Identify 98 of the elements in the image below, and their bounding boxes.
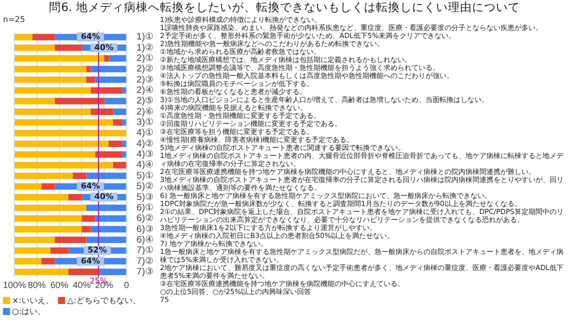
- bar: [90, 226, 126, 232]
- bar: [14, 66, 86, 72]
- data-label: 52%: [88, 246, 107, 255]
- data-label: 40%: [94, 192, 114, 202]
- bar: [14, 76, 86, 83]
- legend-label: ×:いいえ、: [11, 295, 54, 306]
- legend-label: △:どちらでもない、: [66, 295, 140, 306]
- bar: [14, 34, 32, 40]
- bar: [95, 151, 122, 158]
- bar: [14, 194, 68, 200]
- bar: [50, 247, 68, 254]
- y-tick-label: 6)③: [136, 224, 154, 235]
- bar: [14, 183, 42, 190]
- bar: [95, 76, 126, 83]
- bar: [108, 55, 126, 62]
- x-tick-label: 0: [124, 280, 130, 290]
- y-tick-label: 2)⑤: [136, 96, 154, 107]
- bar: [86, 236, 126, 244]
- bar: [72, 172, 86, 179]
- y-tick-label: 5)②: [136, 181, 154, 192]
- bar: [14, 226, 82, 232]
- bar: [54, 44, 82, 51]
- bar: [68, 268, 100, 276]
- bar: [14, 268, 68, 276]
- bar: [86, 76, 96, 83]
- bar: [68, 194, 82, 200]
- y-tick-label: 5)①: [136, 170, 154, 182]
- bar: [95, 215, 126, 222]
- data-label: 64%: [80, 182, 100, 191]
- y-tick-label: 4)①: [136, 128, 154, 139]
- y-tick-label: 7)②: [136, 256, 154, 267]
- data-label: 64%: [80, 256, 100, 266]
- bar: [113, 108, 126, 115]
- y-tick-label: 3)①: [136, 117, 154, 128]
- bar: [14, 44, 55, 51]
- bar: [122, 119, 126, 126]
- x-tick-label: 80%: [28, 280, 46, 290]
- y-tick-label: 6)①: [136, 202, 154, 214]
- bar: [14, 247, 50, 254]
- y-tick-label: 4)③: [136, 149, 154, 160]
- data-label: 40%: [94, 42, 114, 52]
- bar: [14, 119, 114, 126]
- bar: [90, 87, 122, 94]
- bar: [113, 119, 122, 126]
- y-tick-label: 6)④: [136, 234, 154, 246]
- bar: [14, 258, 42, 264]
- bar: [14, 55, 104, 62]
- bar: [14, 151, 96, 158]
- bar: [14, 215, 82, 222]
- bar: [122, 151, 126, 158]
- text: 問6. 地メディ病棟へ転換をしたいが、転換できないもしくは転換しにくい理由について: [48, 0, 521, 15]
- bar: [41, 258, 55, 264]
- y-tick-label: 2)②: [136, 64, 154, 75]
- bar: [32, 34, 55, 40]
- x-tick-label: 60%: [50, 280, 68, 290]
- bar: [14, 108, 91, 115]
- y-tick-label: 2)⑥: [136, 106, 154, 118]
- bar: [82, 226, 91, 232]
- bar: [90, 66, 126, 72]
- data-label: 64%: [80, 32, 100, 42]
- bar: [104, 55, 109, 62]
- bar: [14, 236, 55, 244]
- bar: [41, 183, 55, 190]
- bar: [14, 98, 55, 104]
- bar: [14, 130, 126, 136]
- bar: [86, 172, 126, 179]
- y-tick-label: 4)④: [136, 160, 154, 171]
- y-tick-label: 2)④: [136, 85, 154, 96]
- chart-subtitle: n=25: [3, 15, 25, 24]
- bar: [122, 87, 126, 94]
- x-tick-label: 100%: [2, 280, 26, 290]
- bar: [100, 268, 126, 276]
- legend-label: ○:はい、: [11, 306, 46, 317]
- y-tick-label: 2)①: [136, 53, 154, 64]
- bar: [113, 162, 126, 168]
- bar: [122, 140, 126, 147]
- bar: [54, 236, 86, 244]
- bar: [104, 98, 126, 104]
- y-tick-label: 5)③: [136, 192, 154, 203]
- y-tick-label: 2)③: [136, 74, 154, 86]
- bar: [108, 140, 122, 147]
- bar: [82, 215, 96, 222]
- bar: [14, 204, 86, 212]
- bar: [14, 172, 73, 179]
- y-tick-label: 1)①: [136, 32, 154, 43]
- bar: [90, 108, 114, 115]
- y-tick-label: 7)③: [136, 266, 154, 278]
- bar: [54, 98, 104, 104]
- bar: [86, 66, 91, 72]
- y-tick-label: 4)②: [136, 138, 154, 150]
- x-tick-label: 40%: [72, 280, 91, 290]
- bar: [14, 87, 91, 94]
- bar: [14, 140, 109, 147]
- bar: [14, 162, 114, 168]
- y-tick-label: 6)②: [136, 213, 154, 224]
- y-tick-label: 1)②: [136, 42, 154, 54]
- bar: [86, 204, 126, 212]
- y-tick-label: 7)①: [136, 245, 154, 256]
